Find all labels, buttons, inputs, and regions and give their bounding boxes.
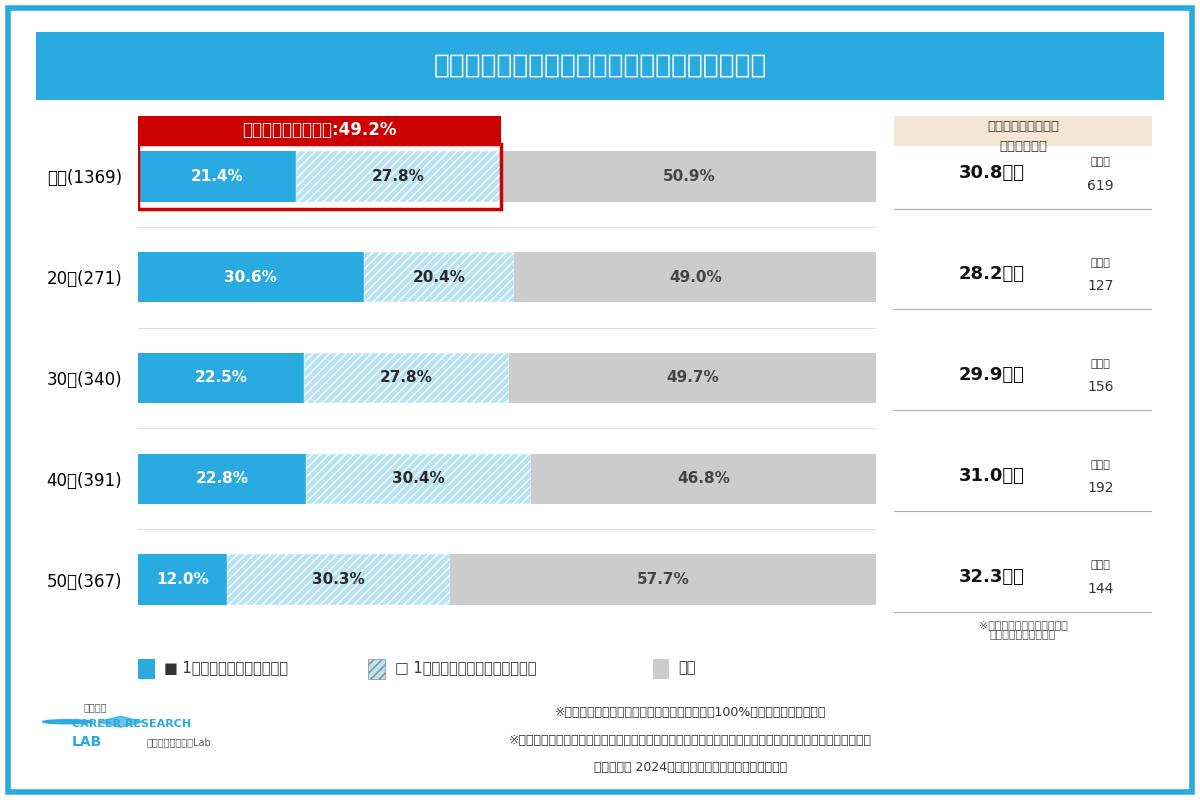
Text: 「マイナビ 2024年冬ボーナスと転職に関する調査」: 「マイナビ 2024年冬ボーナスと転職に関する調査」 xyxy=(594,762,787,774)
Text: CAREER RESEARCH: CAREER RESEARCH xyxy=(72,718,191,729)
Bar xyxy=(138,554,227,605)
Bar xyxy=(36,701,211,783)
Bar xyxy=(515,252,876,302)
Text: マイナビ: マイナビ xyxy=(83,702,107,712)
Bar xyxy=(304,353,509,403)
Text: ■ 1番大きな転職理由だった: ■ 1番大きな転職理由だった xyxy=(164,660,288,675)
Text: を除いて集計している: を除いて集計している xyxy=(990,630,1056,640)
Text: 12.0%: 12.0% xyxy=(156,572,209,587)
Text: 49.7%: 49.7% xyxy=(666,370,719,386)
Text: 31.0万円: 31.0万円 xyxy=(959,466,1025,485)
Text: 30.4%: 30.4% xyxy=(392,471,445,486)
Text: 57.7%: 57.7% xyxy=(637,572,690,587)
Bar xyxy=(138,353,304,403)
Text: 20.4%: 20.4% xyxy=(413,270,466,285)
Text: 619: 619 xyxy=(1087,178,1114,193)
Text: 144: 144 xyxy=(1087,582,1114,596)
Text: 49.0%: 49.0% xyxy=(668,270,721,285)
Text: キャリアリサーチLab: キャリアリサーチLab xyxy=(146,737,211,747)
Text: 30.8万円: 30.8万円 xyxy=(959,165,1025,182)
Text: 「賞与が少ない」ことが理由で転職をした経験: 「賞与が少ない」ことが理由で転職をした経験 xyxy=(433,53,767,79)
Text: 22.5%: 22.5% xyxy=(194,370,247,386)
Text: ※調査結果は端数四捨五入の都合により合計が100%にならない場合がある: ※調査結果は端数四捨五入の都合により合計が100%にならない場合がある xyxy=(554,706,826,719)
Text: 30.3%: 30.3% xyxy=(312,572,365,587)
Text: 27.8%: 27.8% xyxy=(372,169,425,184)
Text: 30.6%: 30.6% xyxy=(224,270,277,285)
Text: 回答数: 回答数 xyxy=(1091,359,1110,369)
Bar xyxy=(138,151,296,202)
Text: 27.8%: 27.8% xyxy=(380,370,433,386)
Bar xyxy=(138,113,502,146)
Bar xyxy=(653,659,670,678)
Bar xyxy=(138,659,155,678)
Text: □ 1番ではないが転職理由だった: □ 1番ではないが転職理由だった xyxy=(395,660,536,675)
Circle shape xyxy=(43,720,92,724)
Text: 127: 127 xyxy=(1087,279,1114,294)
Bar xyxy=(530,454,876,504)
Bar xyxy=(296,151,502,202)
Bar xyxy=(227,554,450,605)
Bar xyxy=(138,252,364,302)
Text: 46.8%: 46.8% xyxy=(677,471,730,486)
Text: 回答数: 回答数 xyxy=(1091,460,1110,470)
Text: 192: 192 xyxy=(1087,481,1114,495)
Text: 与額の平均値: 与額の平均値 xyxy=(998,140,1046,153)
Bar xyxy=(509,353,876,403)
Bar xyxy=(138,144,502,209)
Text: 32.3万円: 32.3万円 xyxy=(959,567,1025,586)
Text: 回答数: 回答数 xyxy=(1091,158,1110,167)
Text: 転職した経験がある:49.2%: 転職した経験がある:49.2% xyxy=(242,121,397,138)
Polygon shape xyxy=(98,716,143,727)
Bar xyxy=(368,659,385,678)
Text: ※平均値は「答えたくない」: ※平均値は「答えたくない」 xyxy=(979,620,1067,630)
Bar xyxy=(306,454,530,504)
Bar xyxy=(450,554,876,605)
Text: 50.9%: 50.9% xyxy=(662,169,715,184)
Bar xyxy=(138,454,306,504)
Text: 回答数: 回答数 xyxy=(1091,561,1110,570)
Text: 28.2万円: 28.2万円 xyxy=(959,266,1025,283)
Text: 転職理由となった賞: 転職理由となった賞 xyxy=(986,119,1060,133)
Text: LAB: LAB xyxy=(72,735,102,749)
Text: ※割合の算出にはウエイトバック集計を用いており、平均値の算出にはウエイトバック集計は用いていない: ※割合の算出にはウエイトバック集計を用いており、平均値の算出にはウエイトバック集… xyxy=(509,734,871,746)
Text: 22.8%: 22.8% xyxy=(196,471,248,486)
Text: 回答数: 回答数 xyxy=(1091,258,1110,268)
Text: 21.4%: 21.4% xyxy=(191,169,244,184)
Text: 156: 156 xyxy=(1087,380,1114,394)
Text: ない: ない xyxy=(679,660,696,675)
Bar xyxy=(364,252,515,302)
Text: 29.9万円: 29.9万円 xyxy=(959,366,1025,384)
Bar xyxy=(502,151,877,202)
Bar xyxy=(894,116,1152,146)
